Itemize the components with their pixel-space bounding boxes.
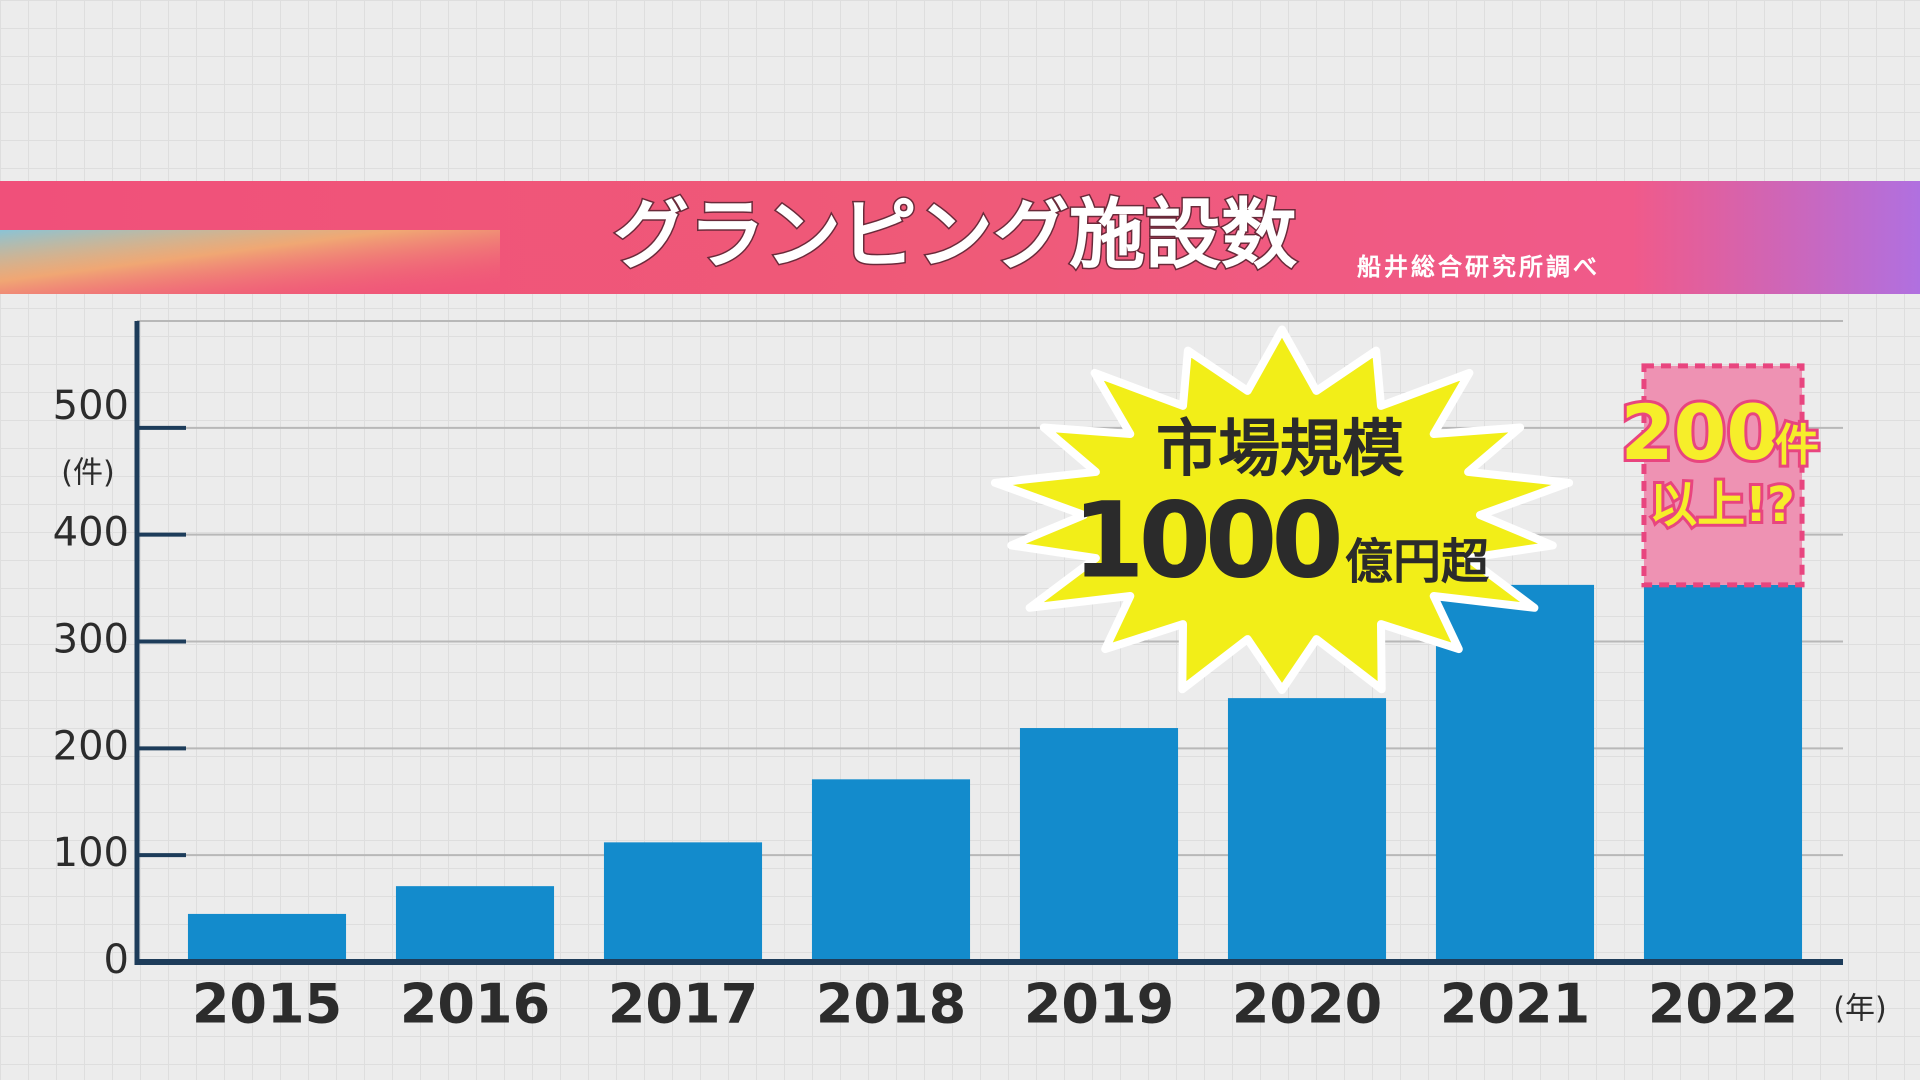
bar bbox=[187, 913, 347, 962]
x-tick-label: 2016 bbox=[400, 973, 550, 1036]
bar bbox=[811, 779, 971, 962]
burst-figure: 1000 bbox=[1072, 479, 1339, 601]
burst-unit: 億円超 bbox=[1345, 534, 1490, 590]
x-tick-label: 2017 bbox=[608, 973, 758, 1036]
projection-label: 200 bbox=[1621, 388, 1780, 477]
x-unit: (年) bbox=[1833, 992, 1886, 1027]
burst bbox=[990, 325, 1574, 694]
bar bbox=[1435, 584, 1595, 962]
bar bbox=[1227, 698, 1387, 962]
y-tick-label: 0 bbox=[104, 937, 129, 983]
y-tick-label: 200 bbox=[53, 723, 129, 769]
bar bbox=[1019, 728, 1179, 962]
bar bbox=[603, 842, 763, 962]
x-tick-label: 2021 bbox=[1440, 973, 1590, 1036]
burst-line: 市場規模 bbox=[1156, 412, 1404, 485]
projection-bar bbox=[1641, 363, 1805, 588]
title-band-rainbow bbox=[0, 230, 500, 294]
y-unit: (件) bbox=[61, 456, 114, 491]
x-tick-label: 2022 bbox=[1648, 973, 1798, 1036]
bar bbox=[1643, 584, 1803, 962]
y-tick-label: 500 bbox=[53, 383, 129, 429]
x-tick-label: 2015 bbox=[192, 973, 342, 1036]
y-tick-label: 400 bbox=[53, 510, 129, 556]
projection-label: 件 bbox=[1775, 420, 1819, 471]
source: 船井総合研究所調べ bbox=[1357, 253, 1600, 281]
chart-title: グランピング施設数 bbox=[613, 190, 1297, 279]
bar bbox=[395, 886, 555, 962]
y-tick-label: 100 bbox=[53, 830, 129, 876]
x-tick-label: 2020 bbox=[1232, 973, 1382, 1036]
projection-label: 以上!? bbox=[1649, 477, 1795, 533]
x-tick-label: 2019 bbox=[1024, 973, 1174, 1036]
y-tick-label: 300 bbox=[53, 617, 129, 663]
plot: 0 100 200 300 400 500 2015 2016 2017 2018 2019 2020… bbox=[53, 320, 1843, 1036]
x-tick-label: 2018 bbox=[816, 973, 966, 1036]
